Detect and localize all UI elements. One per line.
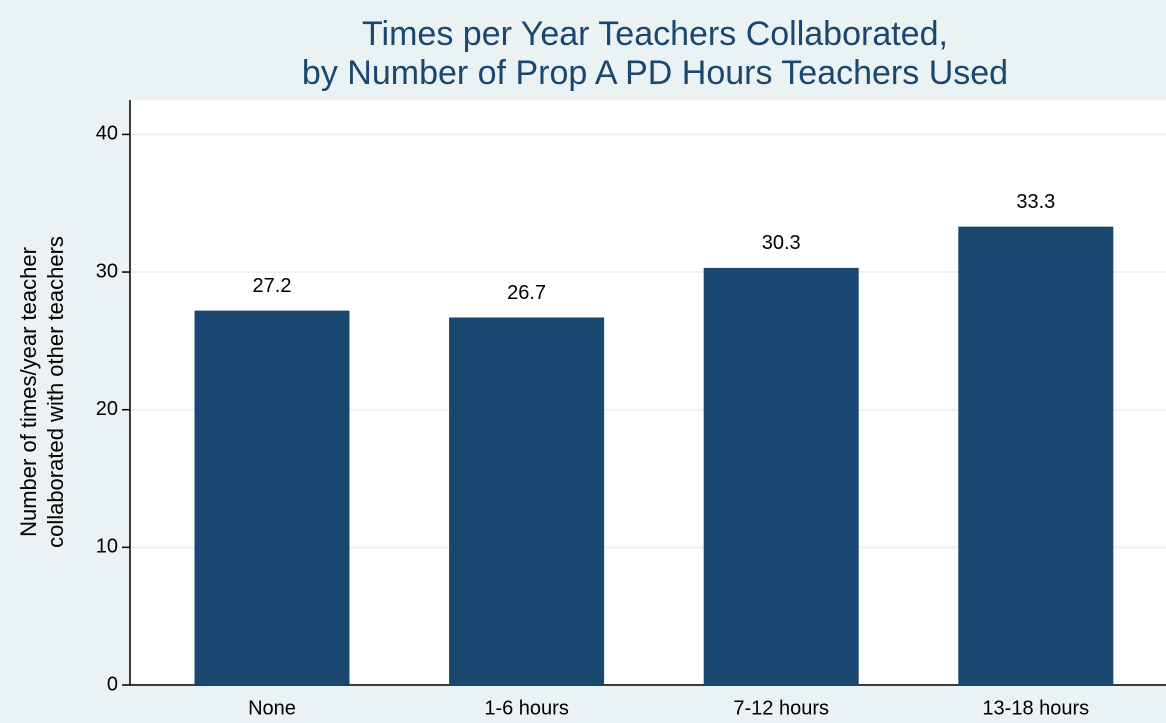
bar xyxy=(958,226,1114,685)
y-tick-label: 20 xyxy=(96,398,118,420)
y-axis-label-line: Number of times/year teacher xyxy=(16,247,41,537)
y-axis-label: Number of times/year teacher collaborate… xyxy=(16,236,68,548)
value-label: 33.3 xyxy=(1016,191,1055,213)
chart-title: Times per Year Teachers Collaborated, xyxy=(362,15,948,53)
x-tick-label: None xyxy=(248,697,296,719)
bar xyxy=(449,317,605,685)
y-tick-label: 40 xyxy=(96,123,118,145)
value-label: 26.7 xyxy=(507,282,546,304)
x-tick-label: 7-12 hours xyxy=(733,697,829,719)
y-tick-label: 0 xyxy=(107,673,118,695)
bar xyxy=(703,267,859,685)
value-label: 27.2 xyxy=(253,275,292,297)
chart-title: by Number of Prop A PD Hours Teachers Us… xyxy=(302,54,1008,92)
y-tick-label: 30 xyxy=(96,260,118,282)
y-axis-label-line: collaborated with other teachers xyxy=(43,236,68,548)
y-tick-label: 10 xyxy=(96,536,118,558)
x-tick-label: 13-18 hours xyxy=(982,697,1089,719)
bar xyxy=(194,310,350,685)
x-tick-label: 1-6 hours xyxy=(484,697,569,719)
value-label: 30.3 xyxy=(762,232,801,254)
